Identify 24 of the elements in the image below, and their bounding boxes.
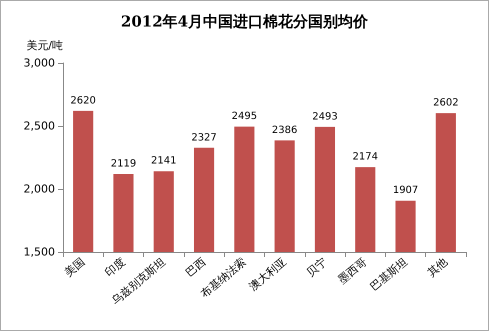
y-tick-label: 2,000 bbox=[24, 182, 55, 196]
x-tick-label: 墨西哥 bbox=[336, 255, 370, 286]
data-label: 1907 bbox=[392, 185, 418, 196]
data-label: 2327 bbox=[191, 132, 217, 144]
data-label: 2174 bbox=[352, 152, 378, 163]
data-label: 2620 bbox=[70, 95, 96, 106]
chart-title: 2012年4月中国进口棉花分国别均价 bbox=[120, 12, 370, 30]
data-label: 2495 bbox=[232, 111, 258, 122]
x-tick-label: 印度 bbox=[102, 255, 128, 280]
data-label: 2141 bbox=[151, 156, 176, 167]
data-label: 2602 bbox=[433, 98, 459, 109]
y-tick-label: 2,500 bbox=[24, 120, 55, 132]
data-label: 2386 bbox=[272, 124, 298, 136]
x-tick-label: 美国 bbox=[62, 255, 88, 280]
y-tick-label: 1,500 bbox=[24, 246, 55, 258]
y-axis-title: 美元/吨 bbox=[26, 39, 63, 52]
y-tick-label: 3,000 bbox=[24, 56, 55, 70]
x-tick-label: 澳大利亚 bbox=[246, 255, 289, 294]
data-label: 2493 bbox=[312, 111, 338, 122]
x-tick-label: 其他 bbox=[424, 255, 450, 280]
x-tick-label: 巴基斯坦 bbox=[368, 255, 410, 294]
x-tick-label: 贝宁 bbox=[304, 255, 330, 280]
x-tick-label: 巴西 bbox=[183, 255, 208, 280]
data-label: 2119 bbox=[110, 158, 136, 170]
